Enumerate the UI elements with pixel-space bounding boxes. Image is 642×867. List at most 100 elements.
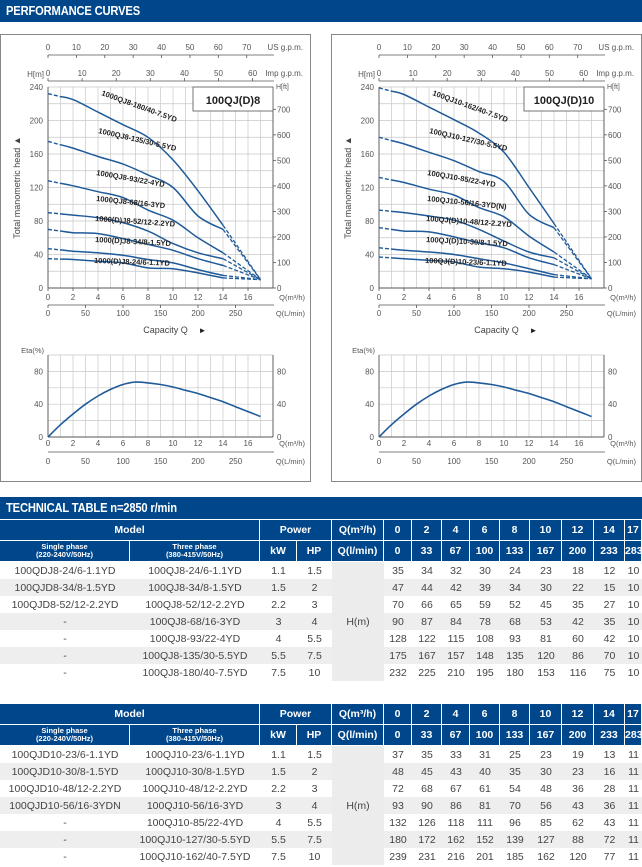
power-hp: 2 xyxy=(297,579,333,596)
head-value: 53 xyxy=(530,613,563,630)
head-value: 81 xyxy=(470,797,501,814)
curve-start-dashed xyxy=(47,211,61,215)
eta-x-tick-label: 16 xyxy=(575,439,584,448)
y-right-unit-label: H[ft] xyxy=(607,84,620,91)
lmin-tick-label: 200 xyxy=(191,309,205,318)
y-right-unit-label: H[ft] xyxy=(276,84,289,91)
head-value: 232 xyxy=(389,666,407,679)
y-ft-tick-label: 200 xyxy=(608,233,622,242)
head-value: 61 xyxy=(479,782,491,795)
curve-end-dashed xyxy=(222,277,261,281)
x-tick-label: 16 xyxy=(575,293,584,302)
x-axis-title: Capacity Q xyxy=(143,325,188,335)
performance-curves-banner: PERFORMANCE CURVES xyxy=(0,0,642,22)
imp-gpm-tick-label: 10 xyxy=(78,69,87,78)
head-value: 36 xyxy=(572,782,584,795)
head-value: 90 xyxy=(384,613,413,630)
us-gpm-unit-label: US g.p.m. xyxy=(267,43,303,52)
head-value: 216 xyxy=(447,850,465,863)
table-row: - 100QJ8-180/40-7.5YD 7.5 10 232 225 210 195 180… xyxy=(0,664,642,681)
imp-gpm-unit-label: Imp g.p.m. xyxy=(265,69,303,78)
model-header: Model xyxy=(0,704,260,725)
curve-3 xyxy=(60,213,224,260)
eta-x-tick-label: 0 xyxy=(377,439,382,448)
us-gpm-tick-label: 30 xyxy=(129,43,138,52)
curve-0 xyxy=(391,90,555,224)
three-phase-model: 100QJ8-180/40-7.5YD xyxy=(142,666,248,679)
head-value: 128 xyxy=(389,632,407,645)
head-value: 120 xyxy=(569,850,587,863)
flow-lmin-header: 67 xyxy=(442,541,471,562)
head-value: 31 xyxy=(479,748,491,761)
y-ft-tick-label: 700 xyxy=(277,105,291,114)
single-phase-model: - xyxy=(63,816,67,829)
flow-lmin-header: 33 xyxy=(412,541,443,562)
power-kw: 1.1 xyxy=(271,748,286,761)
head-value: 72 xyxy=(594,831,626,848)
performance-chart-100qjd10: 0 10 20 30 40 50 60 70 US g.p.m.0 10 20 30 40 50 60 Imp… xyxy=(343,43,637,466)
head-value: 122 xyxy=(418,632,436,645)
head-value: 90 xyxy=(412,797,443,814)
y-ft-tick-label: 0 xyxy=(277,284,282,293)
head-value: 195 xyxy=(476,666,494,679)
hp-header: HP xyxy=(297,541,333,562)
lmin-tick-label: 100 xyxy=(447,309,461,318)
y-axis-title: Total manometric head ▲ xyxy=(12,136,22,238)
head-value: 10 xyxy=(627,598,640,611)
imp-gpm-tick-label: 50 xyxy=(545,69,554,78)
three-phase-model: 100QJ8-52/12-2.2YD xyxy=(145,598,245,611)
head-value: 56 xyxy=(530,797,563,814)
y-axis-unit-label: H[m] xyxy=(27,70,44,79)
curve-label: 100QJ10-56/16-3YD(N) xyxy=(427,194,508,211)
power-hp: 7.5 xyxy=(297,831,333,848)
head-value: 66 xyxy=(421,598,433,611)
eta-axis-label: Eta(%) xyxy=(21,346,44,355)
power-kw: 7.5 xyxy=(271,666,286,679)
eta-lmin-tick-label: 150 xyxy=(485,457,499,466)
y-ft-tick-label: 500 xyxy=(277,156,291,165)
eta-x-tick-label: 4 xyxy=(427,439,432,448)
head-value: 45 xyxy=(412,763,443,780)
head-value: 35 xyxy=(594,613,626,630)
head-value: 84 xyxy=(442,613,471,630)
us-gpm-tick-label: 0 xyxy=(377,43,382,52)
eta-x-unit-lmin: Q(L/min) xyxy=(607,457,637,466)
y-ft-tick-label: 200 xyxy=(277,233,291,242)
eta-tick-label: 40 xyxy=(34,400,43,409)
head-value: 59 xyxy=(479,598,491,611)
hp-header: HP xyxy=(297,725,333,746)
flow-lmin-header: 283 xyxy=(625,725,642,746)
curve-label: 100QJ(D)10-48/12-2.2YD xyxy=(426,214,513,229)
head-value: 10 xyxy=(627,666,640,679)
single-phase-model: - xyxy=(0,647,130,664)
head-value: 116 xyxy=(569,666,587,679)
three-phase-model: 100QJ10-30/8-1.5YD xyxy=(130,763,260,780)
single-phase-header: Single phase (220-240V/50Hz) xyxy=(0,725,130,746)
curve-start-dashed xyxy=(378,247,392,250)
head-value: 33 xyxy=(450,748,462,761)
curve-label: 1000QJ8-135/30-5.5YD xyxy=(98,126,178,153)
head-value: 68 xyxy=(500,613,531,630)
single-phase-model: - xyxy=(63,850,67,863)
head-value: 30 xyxy=(530,763,563,780)
us-gpm-tick-label: 50 xyxy=(516,43,525,52)
curve-2 xyxy=(60,182,224,254)
head-value: 127 xyxy=(530,831,563,848)
three-phase-label: Three phase xyxy=(172,542,217,551)
head-value: 87 xyxy=(412,613,443,630)
curve-start-dashed xyxy=(47,93,61,98)
table-row: - 100QJ10-85/22-4YD 4 5.5 132 126 118 111 96 85 62… xyxy=(0,814,642,831)
eta-lmin-tick-label: 200 xyxy=(191,457,205,466)
head-value: 10 xyxy=(627,632,640,645)
us-gpm-tick-label: 20 xyxy=(100,43,109,52)
head-value: 88 xyxy=(562,831,595,848)
y-tick-label: 40 xyxy=(365,251,374,260)
head-value: 37 xyxy=(392,748,404,761)
table-row: 100QDJ8-24/6-1.1YD 100QJ8-24/6-1.1YD 1.1 1.… xyxy=(0,562,642,681)
curve-end-dashed xyxy=(553,263,592,280)
lmin-tick-label: 250 xyxy=(560,309,574,318)
head-value: 70 xyxy=(594,647,626,664)
head-value: 93 xyxy=(384,797,413,814)
curve-start-dashed xyxy=(378,209,392,213)
three-phase-model: 100QJ8-24/6-1.1YD xyxy=(148,564,242,577)
